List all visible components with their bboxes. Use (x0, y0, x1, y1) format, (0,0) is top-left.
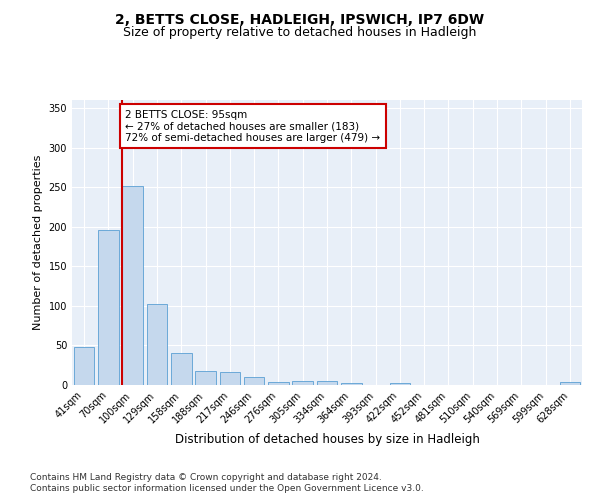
Bar (389, 382, 410, 385)
Bar (317, 381, 337, 385)
Bar (244, 377, 265, 385)
Text: 2 BETTS CLOSE: 95sqm
← 27% of detached houses are smaller (183)
72% of semi-deta: 2 BETTS CLOSE: 95sqm ← 27% of detached h… (125, 110, 380, 142)
X-axis label: Distribution of detached houses by size in Hadleigh: Distribution of detached houses by size … (175, 433, 479, 446)
Bar (146, 304, 167, 385)
Bar (195, 371, 216, 385)
Bar (560, 382, 580, 385)
Text: 2, BETTS CLOSE, HADLEIGH, IPSWICH, IP7 6DW: 2, BETTS CLOSE, HADLEIGH, IPSWICH, IP7 6… (115, 12, 485, 26)
Bar (98, 230, 119, 385)
Y-axis label: Number of detached properties: Number of detached properties (33, 155, 43, 330)
Bar (341, 382, 362, 385)
Bar (74, 347, 94, 385)
Bar (268, 382, 289, 385)
Text: Contains HM Land Registry data © Crown copyright and database right 2024.: Contains HM Land Registry data © Crown c… (30, 472, 382, 482)
Bar (292, 381, 313, 385)
Text: Size of property relative to detached houses in Hadleigh: Size of property relative to detached ho… (124, 26, 476, 39)
Bar (220, 372, 240, 385)
Bar (122, 186, 143, 385)
Bar (171, 352, 191, 385)
Text: Contains public sector information licensed under the Open Government Licence v3: Contains public sector information licen… (30, 484, 424, 493)
